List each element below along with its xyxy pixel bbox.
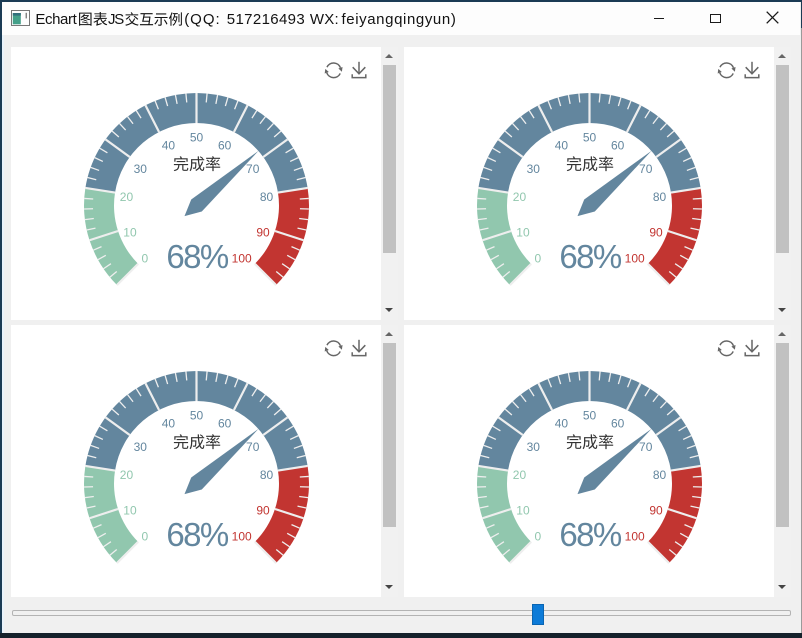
svg-text:40: 40 [162,417,176,431]
svg-text:80: 80 [260,468,274,482]
svg-text:30: 30 [134,440,148,454]
svg-text:0: 0 [142,530,149,544]
svg-text:40: 40 [555,139,569,153]
svg-text:40: 40 [555,417,569,431]
svg-text:100: 100 [625,530,645,544]
svg-text:30: 30 [527,440,541,454]
svg-text:60: 60 [218,139,232,153]
svg-text:90: 90 [649,226,663,240]
svg-text:70: 70 [246,440,260,454]
svg-text:50: 50 [190,131,204,145]
svg-text:20: 20 [120,190,134,204]
svg-text:30: 30 [134,162,148,176]
svg-text:0: 0 [535,252,542,266]
svg-text:80: 80 [653,190,667,204]
svg-text:100: 100 [625,252,645,266]
svg-text:60: 60 [611,417,625,431]
svg-text:100: 100 [232,530,252,544]
svg-text:68%: 68% [166,516,229,553]
svg-text:50: 50 [583,131,597,145]
svg-text:60: 60 [218,417,232,431]
svg-text:80: 80 [260,190,274,204]
svg-text:70: 70 [639,162,653,176]
svg-text:30: 30 [527,162,541,176]
svg-text:10: 10 [123,504,137,518]
svg-text:50: 50 [190,409,204,423]
svg-text:0: 0 [142,252,149,266]
svg-text:90: 90 [256,504,270,518]
svg-text:70: 70 [246,162,260,176]
svg-text:20: 20 [513,190,527,204]
svg-text:80: 80 [653,468,667,482]
svg-text:68%: 68% [166,238,229,275]
svg-text:68%: 68% [559,238,622,275]
svg-text:100: 100 [232,252,252,266]
svg-text:68%: 68% [559,516,622,553]
svg-text:90: 90 [649,504,663,518]
svg-text:10: 10 [123,226,137,240]
svg-text:40: 40 [162,139,176,153]
svg-text:10: 10 [516,504,530,518]
svg-text:60: 60 [611,139,625,153]
svg-text:20: 20 [513,468,527,482]
svg-text:90: 90 [256,226,270,240]
svg-text:0: 0 [535,530,542,544]
svg-text:10: 10 [516,226,530,240]
svg-text:20: 20 [120,468,134,482]
svg-text:50: 50 [583,409,597,423]
svg-text:70: 70 [639,440,653,454]
